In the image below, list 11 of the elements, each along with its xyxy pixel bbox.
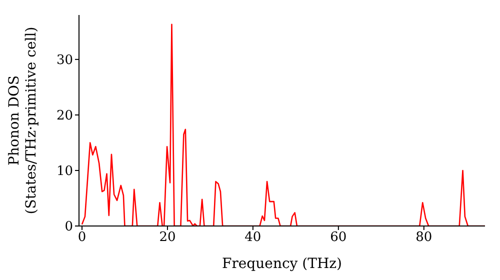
x-tick-label: 60	[330, 230, 347, 246]
x-tick-label: 80	[416, 230, 432, 246]
x-tick-label: 0	[78, 230, 86, 246]
y-tick-label: 20	[56, 108, 73, 124]
x-tick-label: 20	[159, 230, 176, 246]
y-tick-label: 30	[56, 53, 73, 68]
y-axis-title: Phonon DOS (States/THz·primitive cell)	[6, 26, 40, 214]
x-tick-label: 40	[244, 230, 262, 246]
y-tick-label: 10	[56, 164, 73, 180]
y-tick-label: 0	[64, 220, 73, 235]
x-axis-title: Frequency (THz)	[222, 256, 342, 272]
